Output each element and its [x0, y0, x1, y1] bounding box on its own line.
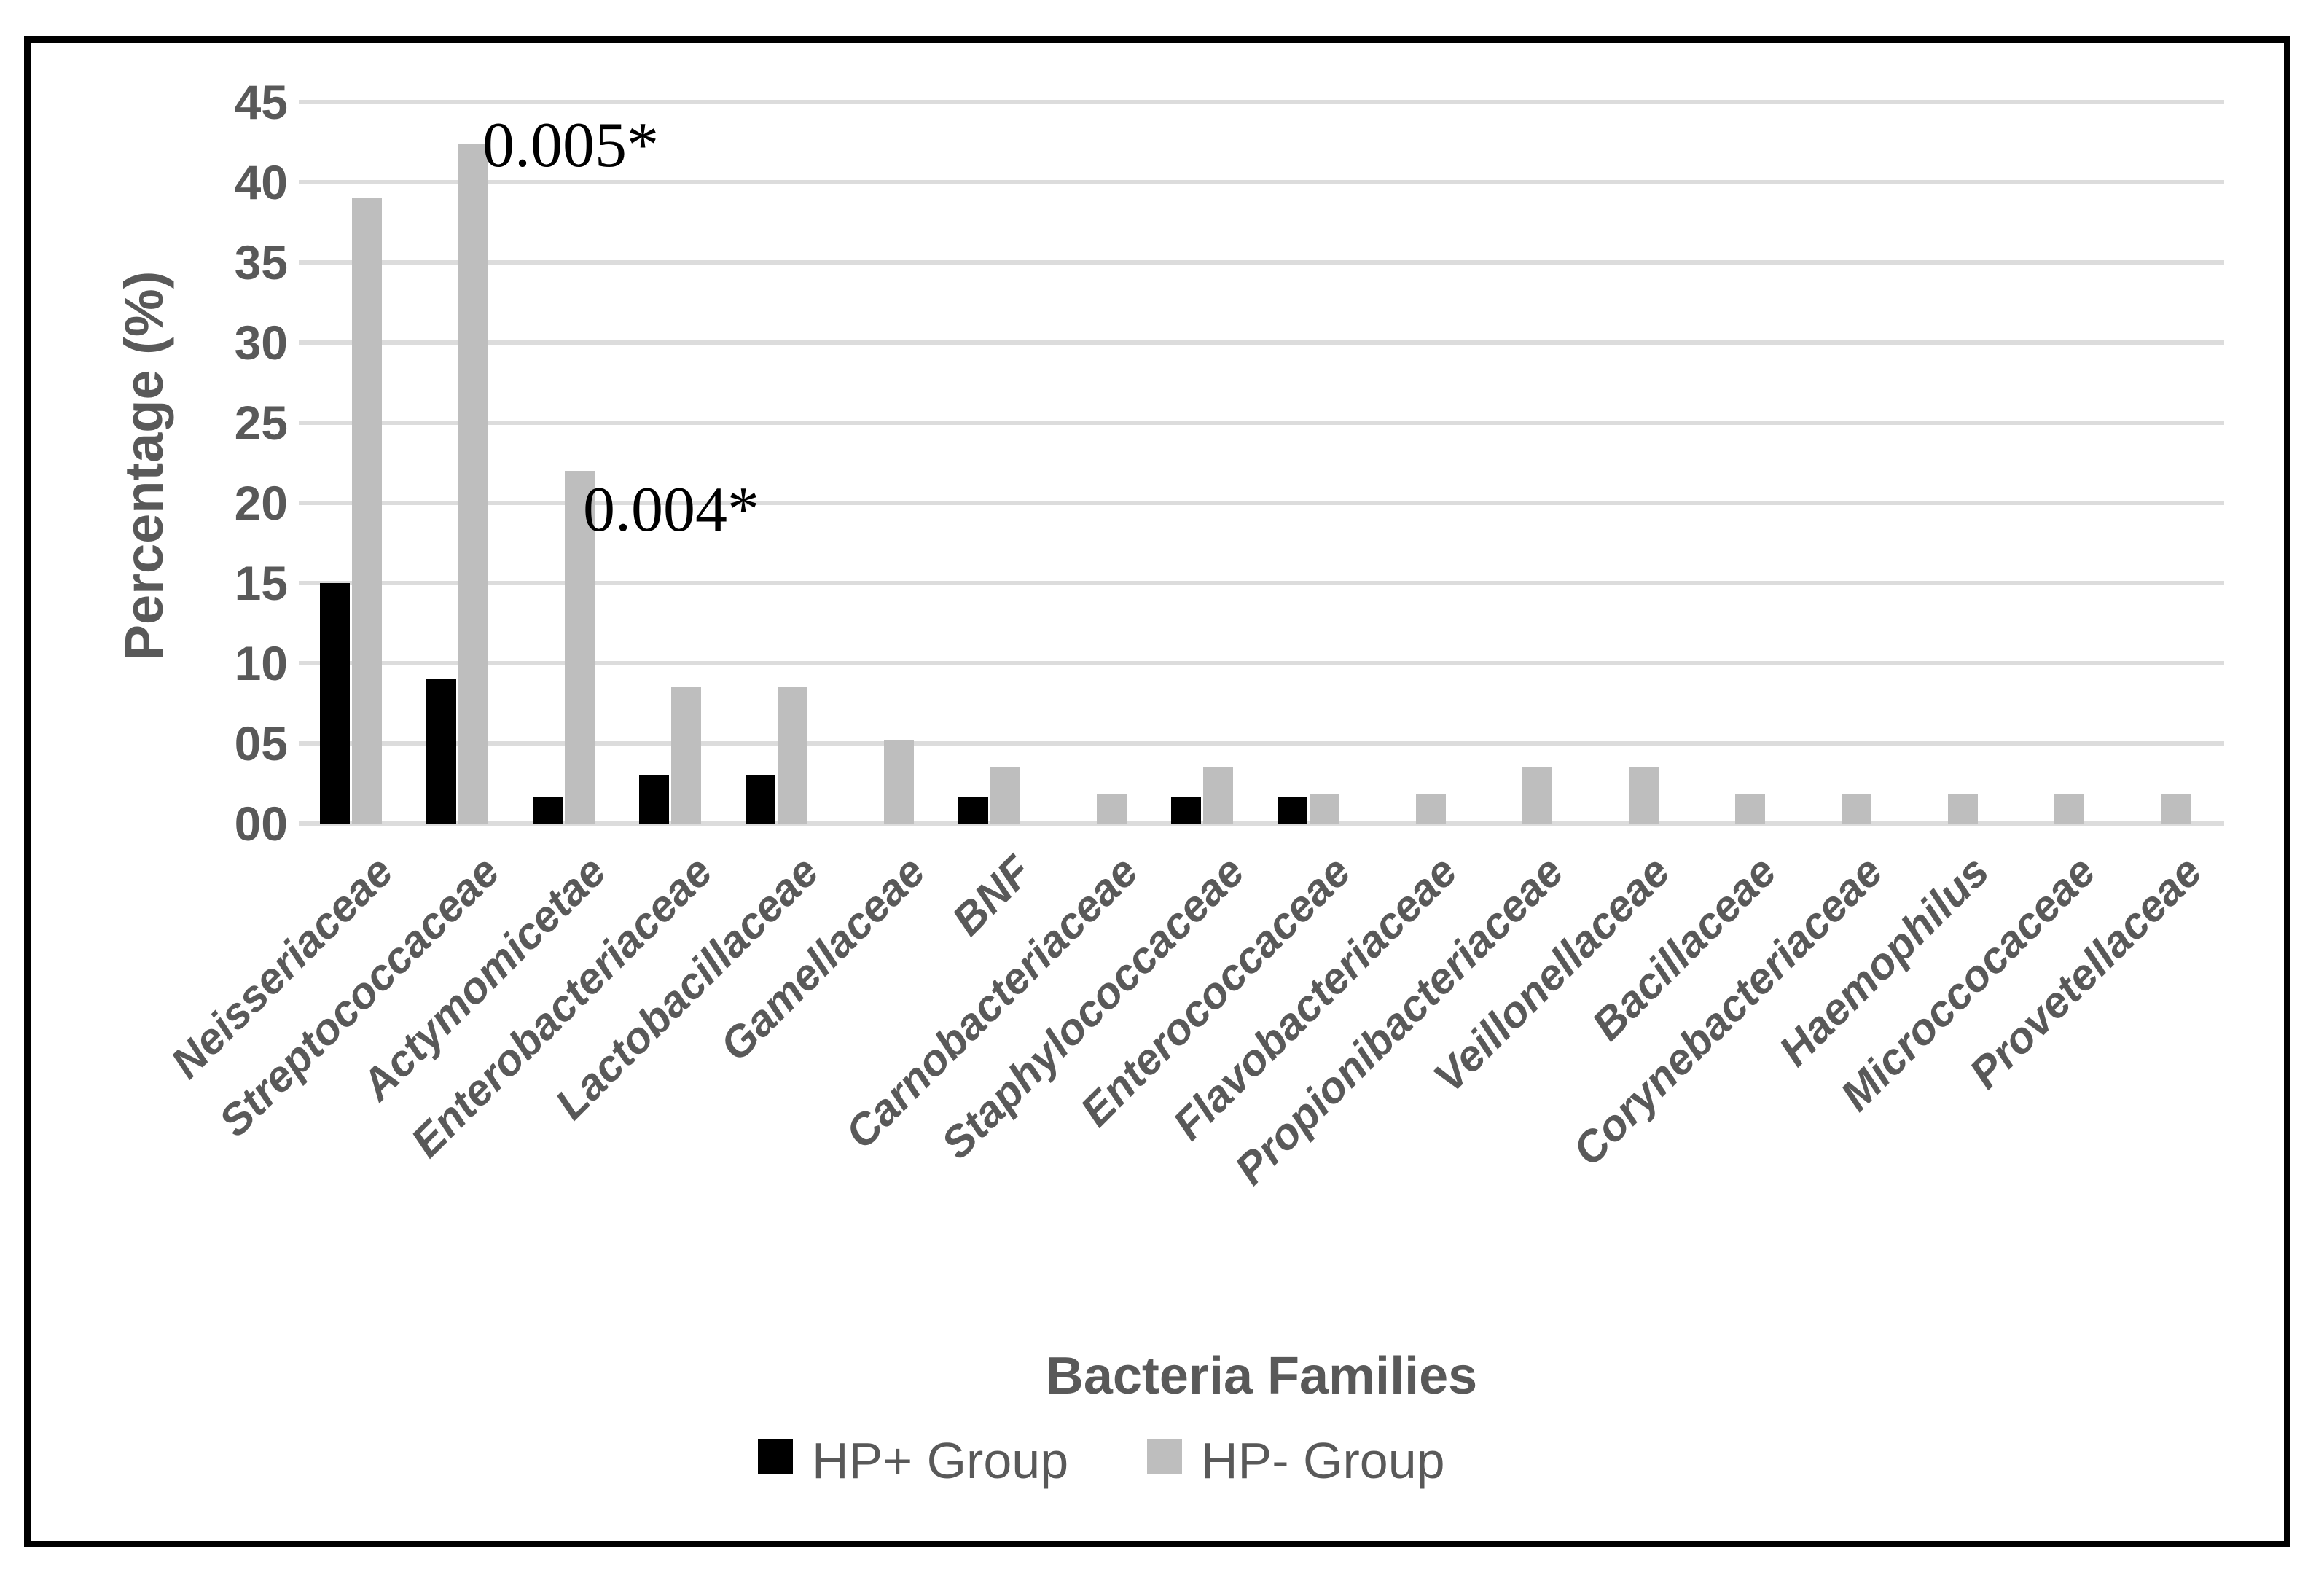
- bar-hp-minus-Flavobacteriaceae: [1416, 794, 1446, 824]
- y-tick-35: 35: [234, 235, 288, 289]
- y-tick-25: 25: [234, 396, 288, 450]
- bar-hp-plus-Staphylococcaceae: [1171, 797, 1201, 824]
- gridline-20: [299, 501, 2224, 505]
- y-axis-title: Percentage (%): [114, 270, 174, 661]
- y-tick-00: 00: [234, 797, 288, 851]
- gridline-00: [299, 821, 2224, 826]
- y-tick-45: 45: [234, 75, 288, 129]
- gridline-10: [299, 661, 2224, 665]
- bar-hp-minus-Veillonellaceae: [1629, 767, 1659, 824]
- bar-hp-minus-Neisseriaceae: [352, 198, 382, 824]
- bar-hp-minus-Enterococcaceae: [1310, 794, 1339, 824]
- bar-hp-plus-BNF: [958, 797, 988, 824]
- gridline-40: [299, 180, 2224, 184]
- bar-hp-minus-Corynebacteriaceae: [1842, 794, 1871, 824]
- gridline-25: [299, 421, 2224, 425]
- gridline-15: [299, 581, 2224, 585]
- y-tick-30: 30: [234, 316, 288, 370]
- legend-swatch-hp-plus: [758, 1439, 793, 1474]
- bar-hp-minus-Haemophilus: [1948, 794, 1978, 824]
- bar-hp-minus-Propionibacteriaceae: [1522, 767, 1552, 824]
- bar-hp-plus-Enterobacteriaceae: [639, 775, 669, 824]
- legend-swatch-hp-minus: [1147, 1439, 1182, 1474]
- bar-hp-minus-Microccocaceae: [2054, 794, 2084, 824]
- annotation-0.004*: 0.004*: [583, 474, 759, 545]
- y-tick-20: 20: [234, 476, 288, 530]
- gridline-35: [299, 260, 2224, 265]
- x-axis-title: Bacteria Families: [1045, 1347, 1478, 1405]
- bar-hp-plus-Enterococcaceae: [1278, 797, 1307, 824]
- legend-label-hp-plus: HP+ Group: [812, 1432, 1069, 1489]
- bar-hp-minus-Streptococcaceae: [458, 144, 488, 824]
- bar-hp-plus-Streptococcaceae: [426, 679, 456, 824]
- bar-hp-minus-Lactobacillaceae: [778, 687, 807, 824]
- bar-hp-plus-Lactobacillaceae: [746, 775, 775, 824]
- gridline-45: [299, 100, 2224, 104]
- bar-hp-minus-Bacillaceae: [1735, 794, 1765, 824]
- bar-hp-minus-Enterobacteriaceae: [671, 687, 701, 824]
- bar-hp-minus-Carnobacteriaceae: [1097, 794, 1127, 824]
- bar-hp-minus-Provetellaceae: [2161, 794, 2191, 824]
- bar-hp-minus-BNF: [990, 767, 1020, 824]
- bar-hp-minus-Gamellaceae: [884, 740, 914, 824]
- bar-hp-minus-Actymomicetae: [565, 471, 595, 824]
- bar-hp-minus-Staphylococcaceae: [1203, 767, 1233, 824]
- legend-label-hp-minus: HP- Group: [1201, 1432, 1445, 1489]
- annotation-0.005*: 0.005*: [482, 110, 659, 181]
- bar-hp-plus-Actymomicetae: [533, 797, 563, 824]
- y-tick-10: 10: [234, 636, 288, 690]
- gridline-05: [299, 741, 2224, 746]
- bar-hp-plus-Neisseriaceae: [320, 583, 350, 824]
- y-tick-40: 40: [234, 155, 288, 209]
- figure-frame: [24, 36, 2290, 1547]
- y-tick-15: 15: [234, 556, 288, 610]
- gridline-30: [299, 340, 2224, 345]
- y-tick-05: 05: [234, 716, 288, 770]
